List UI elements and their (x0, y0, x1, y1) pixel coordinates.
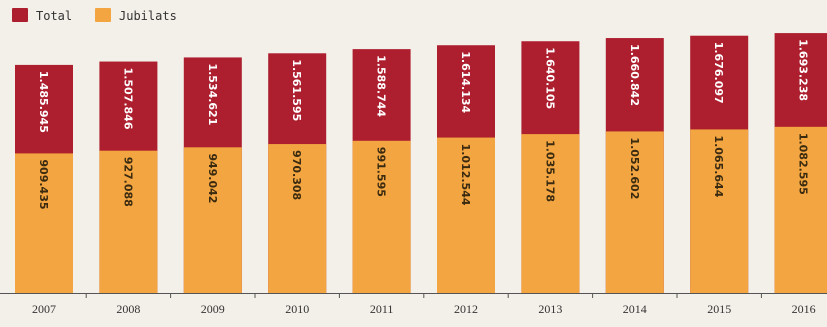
x-tick-label-2008: 2008 (116, 302, 140, 316)
x-tick-label-2007: 2007 (32, 302, 56, 316)
data-label-total-2015: 1.676.097 (712, 42, 725, 104)
bar-jubilats-2013 (521, 134, 580, 293)
bar-labels: 1.485.945 909.435 1.507.846 927.088 1.534.62… (37, 39, 810, 209)
data-label-jubilats-2011: 991.595 (375, 147, 388, 197)
data-label-total-2008: 1.507.846 (121, 68, 134, 130)
data-label-jubilats-2013: 1.035.178 (543, 140, 556, 202)
data-label-jubilats-2015: 1.065.644 (712, 135, 725, 197)
bar-jubilats-2015 (690, 129, 749, 293)
data-label-jubilats-2010: 970.308 (290, 150, 303, 200)
data-label-total-2013: 1.640.105 (543, 47, 556, 109)
data-label-jubilats-2016: 1.082.595 (797, 133, 810, 195)
x-tick-label-2009: 2009 (201, 302, 225, 316)
data-label-jubilats-2008: 927.088 (121, 157, 134, 207)
data-label-total-2007: 1.485.945 (37, 71, 50, 133)
x-tick-label-2011: 2011 (370, 302, 394, 316)
x-tick-label-2015: 2015 (707, 302, 731, 316)
bar-jubilats-2009 (183, 147, 242, 293)
legend: Total Jubilats (12, 8, 177, 23)
data-label-jubilats-2007: 909.435 (37, 159, 50, 209)
data-label-total-2009: 1.534.621 (206, 63, 219, 125)
bar-jubilats-2016 (774, 126, 827, 293)
x-tick-label-2013: 2013 (538, 302, 562, 316)
x-axis-ticks: 2007 2008 2009 2010 2011 2012 2013 2014 2015 2016 (32, 293, 816, 316)
bar-jubilats-2014 (605, 131, 664, 293)
data-label-total-2012: 1.614.134 (459, 51, 472, 113)
bars (15, 33, 827, 294)
x-tick-label-2014: 2014 (623, 302, 647, 316)
data-label-jubilats-2012: 1.012.544 (459, 144, 472, 206)
data-label-jubilats-2014: 1.052.602 (628, 137, 641, 199)
x-tick-label-2016: 2016 (792, 302, 816, 316)
data-label-jubilats-2009: 949.042 (206, 153, 219, 203)
bar-jubilats-2007 (15, 153, 73, 293)
legend-item-jubilats-swatch (95, 8, 111, 22)
bar-jubilats-2008 (99, 150, 158, 293)
legend-item-jubilats-label: Jubilats (119, 9, 177, 23)
data-label-total-2010: 1.561.595 (290, 59, 303, 121)
x-tick-label-2010: 2010 (285, 302, 309, 316)
legend-item-total-swatch (12, 8, 28, 22)
data-label-total-2016: 1.693.238 (797, 39, 810, 101)
bar-jubilats-2010 (268, 144, 327, 293)
data-label-total-2011: 1.588.744 (375, 55, 388, 117)
bar-jubilats-2011 (352, 140, 411, 293)
legend-item-total-label: Total (36, 9, 72, 23)
x-tick-label-2012: 2012 (454, 302, 478, 316)
bar-jubilats-2012 (437, 137, 495, 293)
data-label-total-2014: 1.660.842 (628, 44, 641, 106)
